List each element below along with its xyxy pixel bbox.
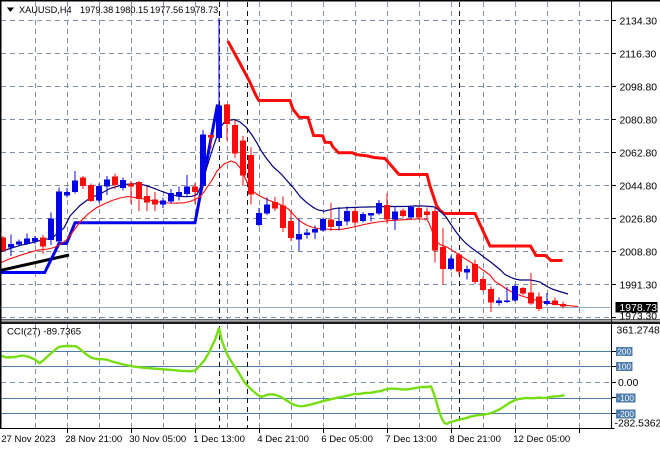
svg-text:12 Dec 05:00: 12 Dec 05:00 [513, 434, 570, 445]
svg-text:7 Dec 13:00: 7 Dec 13:00 [385, 434, 437, 445]
svg-text:1980.15: 1980.15 [115, 5, 148, 15]
svg-text:1973.30: 1973.30 [620, 311, 658, 322]
svg-text:1 Dec 13:00: 1 Dec 13:00 [193, 434, 245, 445]
svg-text:28 Nov 21:00: 28 Nov 21:00 [65, 434, 122, 445]
svg-text:27 Nov 2023: 27 Nov 2023 [1, 434, 55, 445]
svg-text:2116.30: 2116.30 [620, 49, 657, 60]
svg-text:-200: -200 [618, 410, 635, 419]
svg-text:8 Dec 21:00: 8 Dec 21:00 [449, 434, 501, 445]
svg-text:2008.80: 2008.80 [620, 247, 658, 258]
svg-text:30 Nov 05:00: 30 Nov 05:00 [129, 434, 186, 445]
svg-text:0.00: 0.00 [618, 378, 638, 389]
svg-text:200: 200 [617, 347, 631, 356]
svg-text:4 Dec 21:00: 4 Dec 21:00 [257, 434, 309, 445]
svg-text:2098.80: 2098.80 [620, 82, 658, 93]
svg-text:2062.80: 2062.80 [620, 148, 658, 159]
svg-text:361.2748: 361.2748 [617, 326, 660, 337]
svg-text:1978.73: 1978.73 [185, 5, 218, 15]
svg-text:6 Dec 05:00: 6 Dec 05:00 [321, 434, 373, 445]
svg-text:1977.56: 1977.56 [150, 5, 183, 15]
svg-text:2080.80: 2080.80 [620, 115, 658, 126]
svg-text:XAUUSD,H4: XAUUSD,H4 [19, 5, 72, 15]
svg-text:-100: -100 [618, 394, 635, 403]
svg-text:-282.5362: -282.5362 [615, 419, 660, 430]
svg-text:2026.80: 2026.80 [620, 214, 658, 225]
svg-text:1978.73: 1978.73 [620, 303, 658, 314]
svg-text:2134.30: 2134.30 [620, 16, 658, 27]
svg-text:100: 100 [617, 362, 631, 371]
svg-text:1979.38: 1979.38 [80, 5, 113, 15]
svg-text:2044.80: 2044.80 [620, 181, 658, 192]
svg-text:1991.30: 1991.30 [620, 280, 658, 291]
svg-text:CCI(27) -89.7365: CCI(27) -89.7365 [7, 327, 81, 338]
